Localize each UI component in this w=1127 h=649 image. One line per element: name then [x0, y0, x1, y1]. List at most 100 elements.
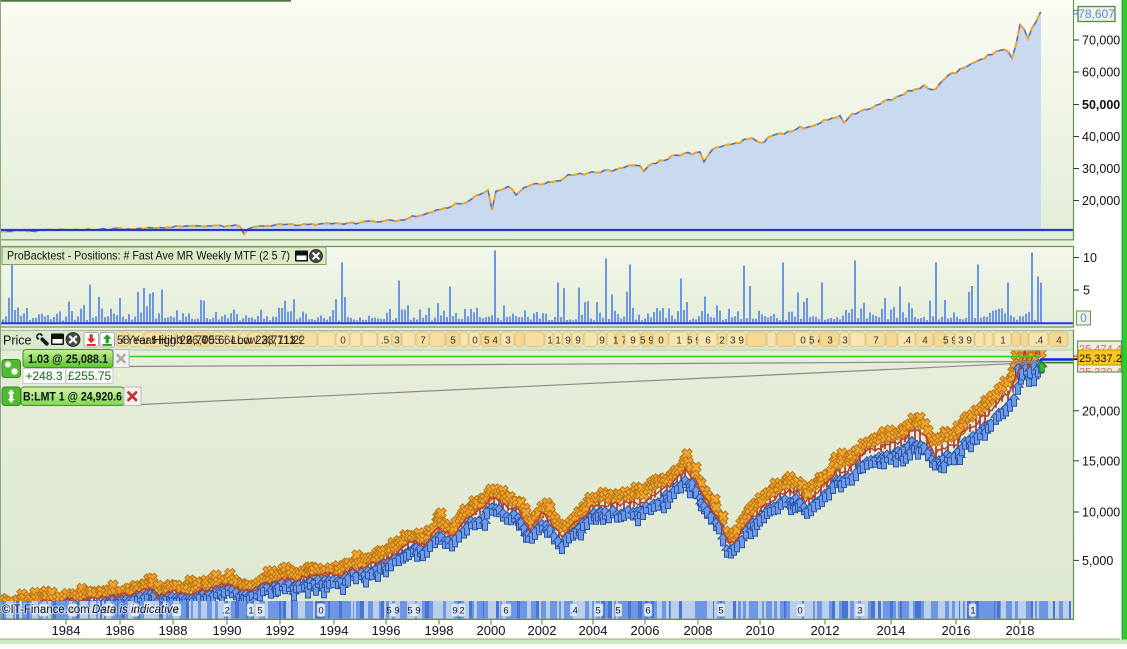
svg-text:1996: 1996 [372, 623, 401, 638]
svg-text:0: 0 [340, 336, 346, 347]
svg-text:2018: 2018 [1006, 623, 1035, 638]
svg-text:2000: 2000 [477, 623, 506, 638]
svg-text:0: 0 [658, 336, 664, 347]
svg-text:5 Year High 26,705.6. Low 23,7: 5 Year High 26,705.6. Low 23,711.2 [117, 335, 299, 347]
svg-text:4: 4 [69, 606, 74, 617]
svg-text:©IT-Finance.com: ©IT-Finance.com [2, 604, 90, 616]
svg-text:1998: 1998 [425, 623, 454, 638]
svg-text:1986: 1986 [106, 623, 135, 638]
svg-text:4: 4 [1056, 336, 1062, 347]
svg-text:1992: 1992 [266, 623, 295, 638]
svg-text:1990: 1990 [213, 623, 242, 638]
svg-text:4: 4 [922, 336, 928, 347]
svg-text:.4: .4 [903, 336, 912, 347]
svg-text:1: 1 [1000, 336, 1006, 347]
svg-text:+248.3: +248.3 [25, 369, 62, 383]
svg-text:3 9: 3 9 [958, 336, 972, 347]
svg-text:15,000: 15,000 [1082, 454, 1120, 468]
svg-text:7: 7 [420, 336, 426, 347]
svg-text:5 9: 5 9 [102, 606, 115, 617]
svg-text:6: 6 [503, 606, 508, 617]
svg-text:ProBacktest - Positions: # Fas: ProBacktest - Positions: # Fast Ave MR W… [7, 250, 290, 263]
svg-text:Data is indicative: Data is indicative [92, 604, 179, 616]
svg-text:1984: 1984 [52, 623, 81, 638]
svg-text:4: 4 [265, 336, 271, 347]
svg-text:2004: 2004 [579, 623, 608, 638]
svg-text:5: 5 [151, 336, 157, 347]
svg-text:30,000: 30,000 [1082, 162, 1120, 176]
svg-text:9: 9 [452, 606, 457, 617]
svg-text:9: 9 [575, 336, 581, 347]
svg-text:3: 3 [857, 606, 862, 617]
svg-text:1: 1 [676, 336, 682, 347]
svg-text:6: 6 [645, 606, 650, 617]
svg-text:5: 5 [257, 606, 262, 617]
svg-text:50,000: 50,000 [1082, 98, 1120, 112]
svg-text:10,000: 10,000 [1082, 506, 1120, 520]
svg-text:3: 3 [177, 336, 183, 347]
svg-text:1.03 @ 25,088.1: 1.03 @ 25,088.1 [28, 352, 108, 366]
svg-text:1994: 1994 [320, 623, 349, 638]
svg-text:5 9: 5 9 [943, 336, 957, 347]
svg-text:.4: .4 [1035, 336, 1044, 347]
svg-text:1: 1 [547, 336, 553, 347]
svg-text:Price: Price [3, 334, 32, 348]
svg-text:25,330.4: 25,330.4 [1079, 367, 1122, 379]
svg-text:0: 0 [472, 336, 478, 347]
svg-text:B:LMT 1 @ 24,920.6: B:LMT 1 @ 24,920.6 [23, 390, 122, 404]
svg-text:5: 5 [718, 606, 723, 617]
svg-text:1: 1 [248, 606, 253, 617]
svg-text:4: 4 [187, 336, 193, 347]
svg-text:0: 0 [1080, 311, 1087, 325]
svg-text:78,607: 78,607 [1078, 7, 1115, 21]
svg-text:.4: .4 [570, 606, 578, 617]
svg-text:5 9: 5 9 [407, 606, 420, 617]
svg-text:5 9: 5 9 [386, 606, 399, 617]
svg-text:6: 6 [201, 336, 207, 347]
svg-text:3: 3 [842, 336, 848, 347]
svg-text:2012: 2012 [811, 623, 840, 638]
svg-text:1: 1 [970, 606, 975, 617]
svg-text:0: 0 [797, 606, 802, 617]
svg-text:6: 6 [705, 336, 711, 347]
svg-text:2: 2 [459, 606, 464, 617]
svg-text:20,000: 20,000 [1082, 404, 1120, 418]
svg-text:.5: .5 [381, 336, 390, 347]
svg-text:40,000: 40,000 [1082, 130, 1120, 144]
svg-text:3 9: 3 9 [730, 336, 744, 347]
svg-text:10: 10 [1083, 251, 1097, 265]
svg-text:9: 9 [630, 336, 636, 347]
svg-text:60,000: 60,000 [1082, 66, 1120, 80]
svg-text:3: 3 [505, 336, 511, 347]
svg-text:4: 4 [131, 606, 136, 617]
svg-text:4: 4 [230, 336, 236, 347]
svg-text:7: 7 [873, 336, 879, 347]
svg-text:5: 5 [615, 606, 620, 617]
svg-text:9: 9 [599, 336, 605, 347]
svg-text:£255.75: £255.75 [68, 369, 112, 383]
svg-text:2014: 2014 [877, 623, 906, 638]
svg-text:2006: 2006 [631, 623, 660, 638]
svg-text:0: 0 [318, 606, 323, 617]
svg-text:5: 5 [1083, 284, 1090, 298]
svg-text:3: 3 [827, 336, 833, 347]
svg-text:3: 3 [394, 336, 400, 347]
svg-text:5: 5 [450, 336, 456, 347]
svg-text:2008: 2008 [684, 623, 713, 638]
svg-text:2002: 2002 [528, 623, 557, 638]
svg-text:5,000: 5,000 [1082, 554, 1113, 568]
svg-text:1: 1 [555, 336, 561, 347]
svg-text:4: 4 [173, 606, 178, 617]
svg-text:2: 2 [719, 336, 725, 347]
svg-text:70,000: 70,000 [1082, 34, 1120, 48]
svg-text:1988: 1988 [159, 623, 188, 638]
svg-text:25,337.2: 25,337.2 [1079, 353, 1122, 365]
svg-text:5 4: 5 4 [809, 336, 823, 347]
svg-text:.2: .2 [222, 606, 230, 617]
svg-text:9: 9 [565, 336, 571, 347]
svg-text:3 9: 3 9 [290, 336, 304, 347]
svg-text:20,000: 20,000 [1082, 194, 1120, 208]
svg-text:5: 5 [595, 606, 600, 617]
svg-text:2010: 2010 [746, 623, 775, 638]
svg-text:5 9: 5 9 [640, 336, 654, 347]
